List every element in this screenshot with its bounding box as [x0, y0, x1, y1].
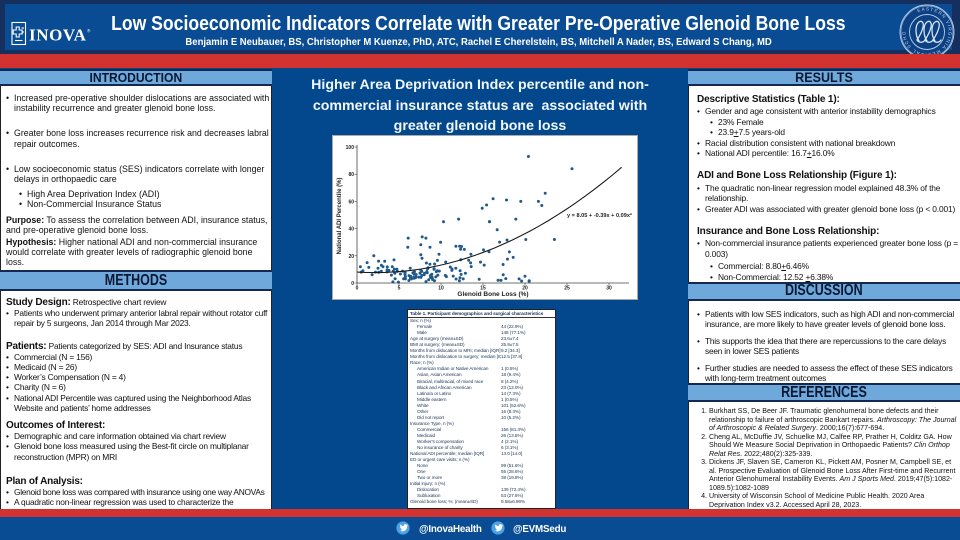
svg-text:60: 60	[348, 199, 354, 205]
svg-text:100: 100	[346, 145, 355, 151]
svg-text:40: 40	[348, 227, 354, 233]
svg-text:25: 25	[564, 286, 570, 292]
svg-text:15: 15	[480, 286, 486, 292]
svg-text:0: 0	[351, 281, 354, 287]
svg-text:30: 30	[606, 286, 612, 292]
svg-text:y = 8.05 + -0.39x + 0.09x²: y = 8.05 + -0.39x + 0.09x²	[567, 212, 632, 219]
svg-text:20: 20	[348, 254, 354, 260]
svg-text:5: 5	[398, 286, 401, 292]
svg-text:®: ®	[87, 28, 91, 34]
svg-text:Glenoid Bone Loss (%): Glenoid Bone Loss (%)	[457, 291, 528, 298]
svg-text:20: 20	[522, 286, 528, 292]
svg-text:80: 80	[348, 172, 354, 178]
svg-text:INOVA: INOVA	[29, 26, 87, 45]
svg-text:0: 0	[356, 286, 359, 292]
svg-text:10: 10	[438, 286, 444, 292]
svg-text:National ADI Percentile (%): National ADI Percentile (%)	[337, 178, 343, 255]
